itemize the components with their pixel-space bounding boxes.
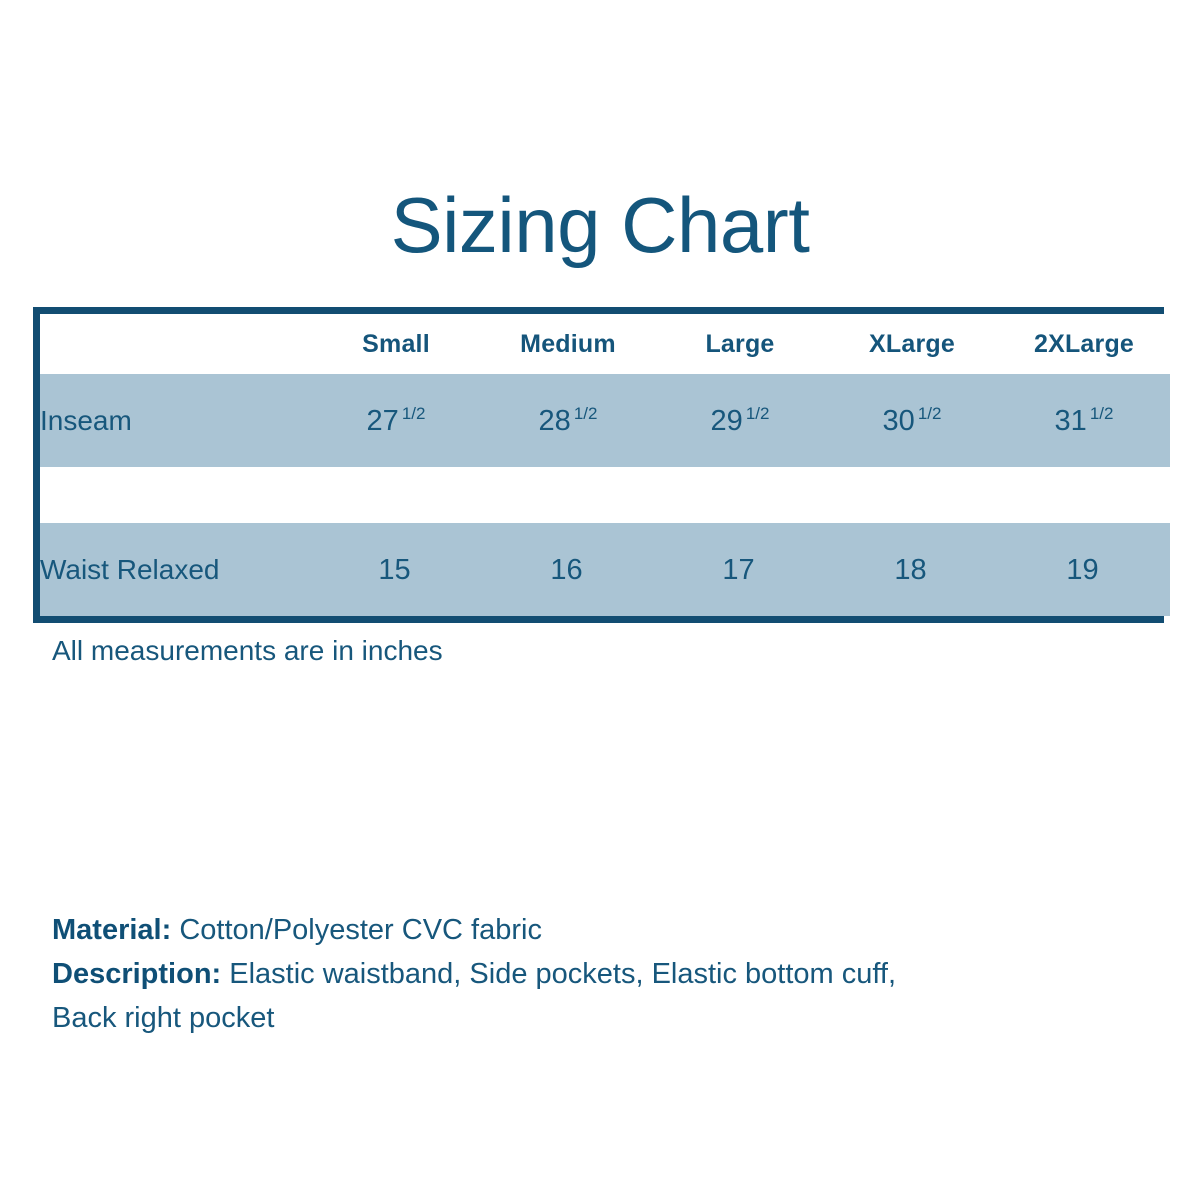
description-value-line1: Elastic waistband, Side pockets, Elastic… bbox=[229, 958, 897, 990]
page-title: Sizing Chart bbox=[390, 181, 810, 269]
cell-inseam-small: 27 1/2 bbox=[310, 374, 482, 467]
table-spacer-row bbox=[40, 467, 1170, 523]
cell-whole: 29 bbox=[710, 404, 743, 437]
table-row-waist-relaxed: Waist Relaxed 15 16 17 18 19 bbox=[40, 523, 1170, 616]
cell-whole: 18 bbox=[894, 553, 927, 586]
cell-inseam-xlarge: 30 1/2 bbox=[826, 374, 998, 467]
description-line-2: Back right pocket bbox=[52, 996, 1162, 1040]
cell-waist-2xlarge: 19 bbox=[998, 523, 1170, 616]
spacer-cell bbox=[654, 467, 826, 523]
table-header-row: Small Medium Large XLarge 2XLarge bbox=[40, 314, 1170, 374]
cell-whole: 17 bbox=[722, 553, 755, 586]
spacer-cell bbox=[40, 467, 310, 523]
column-header-xlarge: XLarge bbox=[826, 314, 998, 374]
cell-fraction: 1/2 bbox=[917, 403, 942, 423]
measurements-footnote: All measurements are in inches bbox=[52, 635, 443, 666]
cell-waist-large: 17 bbox=[654, 523, 826, 616]
cell-whole: 27 bbox=[366, 404, 399, 437]
material-label: Material: bbox=[52, 914, 172, 946]
cell-inseam-medium: 28 1/2 bbox=[482, 374, 654, 467]
cell-inseam-large: 29 1/2 bbox=[654, 374, 826, 467]
column-header-large: Large bbox=[654, 314, 826, 374]
spacer-cell bbox=[826, 467, 998, 523]
sizing-table-container: Small Medium Large XLarge 2XLarge Inseam… bbox=[33, 307, 1170, 623]
sizing-table: Small Medium Large XLarge 2XLarge Inseam… bbox=[40, 314, 1170, 616]
table-row-inseam: Inseam 27 1/2 28 1/2 29 1/2 30 1/2 31 1/2 bbox=[40, 374, 1170, 467]
spacer-cell bbox=[482, 467, 654, 523]
cell-fraction: 1/2 bbox=[401, 403, 426, 423]
cell-whole: 15 bbox=[378, 553, 411, 586]
column-header-2xlarge: 2XLarge bbox=[998, 314, 1170, 374]
spacer-cell bbox=[998, 467, 1170, 523]
material-value: Cotton/Polyester CVC fabric bbox=[179, 914, 542, 946]
cell-whole: 19 bbox=[1066, 553, 1099, 586]
row-label-inseam: Inseam bbox=[40, 374, 310, 467]
cell-whole: 30 bbox=[882, 404, 915, 437]
column-header-small: Small bbox=[310, 314, 482, 374]
cell-whole: 28 bbox=[538, 404, 571, 437]
material-line: Material: Cotton/Polyester CVC fabric bbox=[52, 908, 1162, 952]
cell-waist-medium: 16 bbox=[482, 523, 654, 616]
spacer-cell bbox=[310, 467, 482, 523]
description-line-1: Description: Elastic waistband, Side poc… bbox=[52, 952, 1162, 996]
cell-fraction: 1/2 bbox=[1089, 403, 1114, 423]
row-label-waist-relaxed: Waist Relaxed bbox=[40, 523, 310, 616]
cell-inseam-2xlarge: 31 1/2 bbox=[998, 374, 1170, 467]
cell-fraction: 1/2 bbox=[573, 403, 598, 423]
product-details: Material: Cotton/Polyester CVC fabric De… bbox=[52, 908, 1162, 1040]
cell-waist-xlarge: 18 bbox=[826, 523, 998, 616]
column-header-medium: Medium bbox=[482, 314, 654, 374]
cell-waist-small: 15 bbox=[310, 523, 482, 616]
header-corner-cell bbox=[40, 314, 310, 374]
description-label: Description: bbox=[52, 958, 222, 990]
cell-whole: 16 bbox=[550, 553, 583, 586]
cell-whole: 31 bbox=[1054, 404, 1087, 437]
cell-fraction: 1/2 bbox=[745, 403, 770, 423]
description-value-line2: Back right pocket bbox=[52, 1002, 275, 1034]
